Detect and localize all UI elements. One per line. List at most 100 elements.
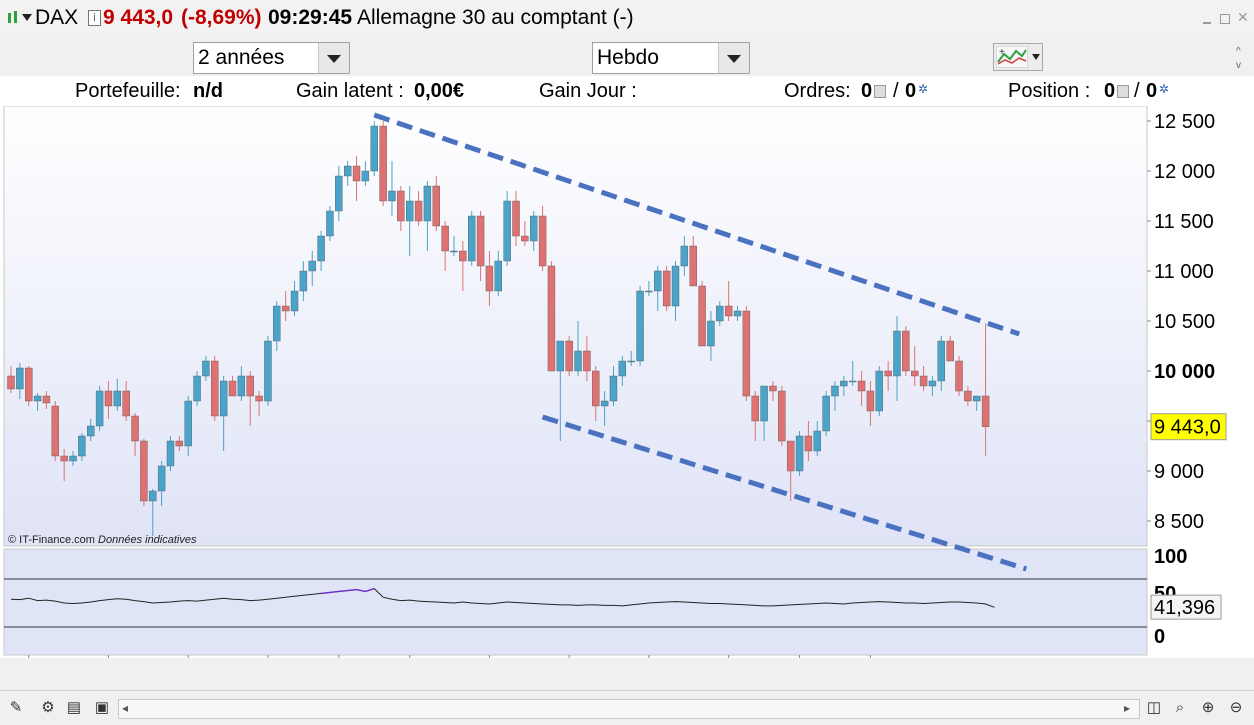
candle-body — [388, 190, 396, 202]
candle-body — [343, 165, 352, 177]
window-side-panel: ^ v — [1228, 42, 1254, 76]
quote-time: 09:29:45 — [268, 6, 353, 29]
candle-body — [255, 395, 263, 402]
collapse-down-icon[interactable]: v — [1236, 60, 1241, 71]
candle-body — [122, 390, 130, 417]
candle-body — [273, 305, 281, 342]
zoom-in-icon[interactable]: ⊕ — [1201, 699, 1215, 716]
candle-body — [556, 340, 565, 372]
candle-body — [751, 395, 759, 422]
position-gear-icon[interactable]: ✲ — [1159, 82, 1170, 96]
trend-line — [541, 414, 1028, 572]
orders-sep: / — [893, 80, 899, 102]
symbol-name: DAX — [35, 6, 79, 29]
chart-window-icon[interactable] — [6, 10, 20, 26]
chevron-down-icon[interactable] — [718, 43, 749, 73]
indicator-panel — [3, 548, 1148, 656]
candle-body — [166, 440, 175, 467]
candle-body — [335, 175, 343, 212]
restore-icon[interactable] — [1220, 14, 1230, 24]
save-icon[interactable]: ▣ — [94, 699, 110, 716]
indicator-overbought-segment — [321, 591, 331, 595]
candle-body — [494, 260, 502, 292]
candle-body — [379, 125, 387, 202]
candle-body — [964, 390, 972, 402]
zoom-area-icon[interactable]: ⌕ — [1175, 699, 1185, 716]
candle-body — [7, 375, 15, 390]
portfolio-value: n/d — [193, 80, 223, 102]
candle-body — [937, 340, 945, 382]
y-tick-label: 11 500 — [1154, 211, 1214, 233]
y-tick-label: 8 500 — [1154, 511, 1204, 533]
candle-body — [645, 290, 653, 293]
indicator-overbought-segment — [329, 590, 339, 594]
scroll-right-icon[interactable]: ▸ — [1124, 701, 1131, 715]
price-change: (-8,69%) — [181, 6, 262, 29]
position-value-2: 0 — [1146, 80, 1158, 102]
y-tick-label: 10 500 — [1154, 311, 1215, 333]
candle-body — [503, 200, 511, 262]
candle-body — [849, 380, 857, 383]
y-tick-label: 12 000 — [1154, 161, 1215, 183]
orders-value-1: 0 — [861, 80, 873, 102]
candle-body — [281, 305, 290, 312]
candle-body — [308, 260, 316, 272]
title-bar: DAX i 9 443,0 (-8,69%) 09:29:45 Allemagn… — [0, 0, 1254, 38]
timeframe-select[interactable]: Hebdo — [592, 42, 750, 74]
period-select[interactable]: 2 années — [193, 42, 350, 74]
last-price: 9 443,0 — [103, 6, 174, 29]
orders-label: Ordres: — [784, 80, 851, 102]
y-tick-label: 12 500 — [1154, 111, 1215, 133]
candle-body — [724, 305, 733, 317]
candle-body — [565, 340, 573, 372]
candle-body — [804, 435, 813, 452]
day-gain-label: Gain Jour : — [539, 80, 637, 102]
candle-body — [299, 270, 308, 292]
candle-body — [361, 170, 370, 182]
chart-indicator-button[interactable]: + — [993, 43, 1043, 71]
link-icon[interactable]: ⚙ — [41, 699, 55, 716]
svg-text:+: + — [999, 47, 1005, 58]
candle-body — [716, 305, 724, 322]
indicator-overbought-segment — [365, 587, 375, 593]
candle-body — [884, 370, 892, 377]
candle-body — [432, 185, 440, 227]
candle-body — [636, 290, 644, 362]
collapse-up-icon[interactable]: ^ — [1236, 46, 1241, 57]
dropdown-arrow-icon[interactable] — [22, 14, 32, 21]
dropdown-arrow-icon[interactable] — [1032, 54, 1040, 60]
candle-body — [609, 375, 618, 402]
candle-body — [87, 425, 95, 437]
candle-body — [16, 367, 24, 390]
last-price-label: 9 443,0 — [1154, 417, 1221, 439]
candle-body — [95, 390, 104, 427]
candle-body — [733, 310, 742, 317]
indicator-value-label: 41,396 — [1154, 597, 1215, 619]
minimize-icon[interactable] — [1203, 22, 1211, 24]
price-panel — [3, 106, 1148, 547]
chevron-down-icon[interactable] — [318, 43, 349, 73]
candle-body — [228, 380, 237, 397]
portfolio-label: Portefeuille: — [75, 80, 181, 102]
indicator-overbought-segment — [356, 588, 366, 593]
zoom-fit-icon[interactable]: ◫ — [1146, 699, 1162, 716]
draw-icon[interactable]: ✎ — [9, 699, 23, 716]
candle-body — [397, 190, 405, 222]
zoom-out-icon[interactable]: ⊖ — [1229, 699, 1243, 716]
chart-scrollbar[interactable]: ◂ ▸ — [118, 699, 1140, 719]
close-icon[interactable]: ✕ — [1237, 9, 1249, 25]
candle-body — [131, 415, 139, 442]
position-doc-icon[interactable] — [1117, 85, 1129, 98]
template-icon[interactable]: ▤ — [66, 699, 82, 716]
candle-body — [875, 370, 883, 412]
orders-gear-icon[interactable]: ✲ — [918, 82, 929, 96]
candle-body — [530, 215, 538, 242]
scroll-left-icon[interactable]: ◂ — [122, 701, 129, 715]
y-tick-label: 9 000 — [1154, 461, 1204, 483]
info-icon[interactable]: i — [88, 10, 101, 26]
candle-body — [290, 290, 299, 312]
orders-doc-icon[interactable] — [874, 85, 886, 98]
indicator-tick-label: 0 — [1154, 626, 1165, 648]
candle-body — [689, 245, 697, 287]
